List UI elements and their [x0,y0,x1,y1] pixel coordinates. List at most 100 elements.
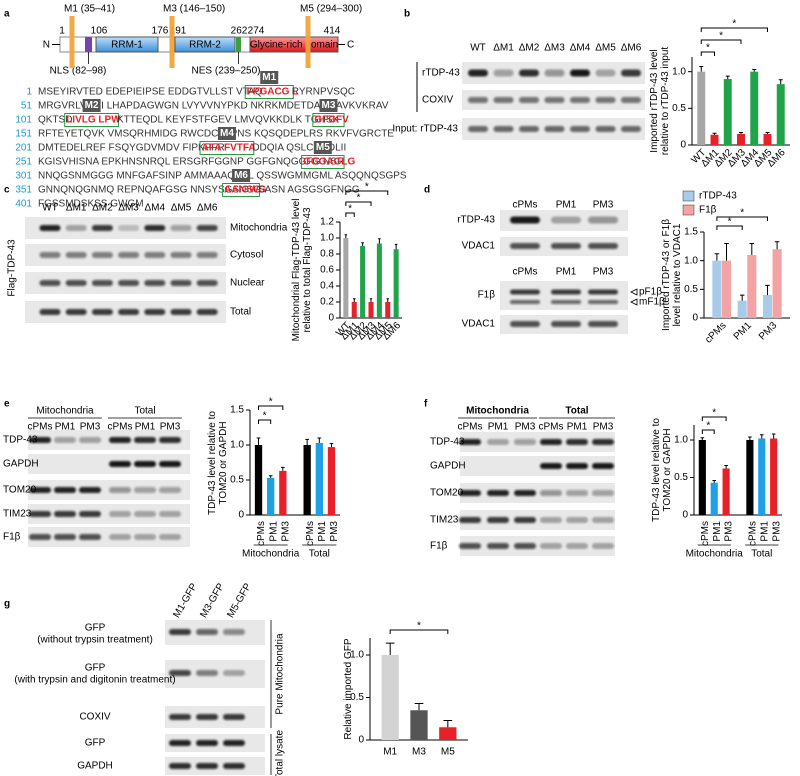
bar [770,438,778,515]
blot-band [621,126,641,132]
lane-label: cPMs [28,422,53,433]
band-arrow [630,298,638,306]
blot-band [487,490,509,496]
error-bar [712,132,717,135]
position-label: 191 [170,26,187,37]
x-tick-label: M1 [383,747,397,758]
blot-band [566,543,588,549]
error-bar [386,298,390,302]
position-label: 1 [59,26,65,37]
blot-band [54,487,76,493]
y-tick-label: 0 [682,510,688,521]
significance-bracket [389,629,449,634]
sequence-segment: MRGVRLVEGI LHAPDAGWGN LVYVVNYPKD NKRKMDE… [38,101,389,112]
sequence-segment: LIVLG LPW [66,115,121,126]
row-label: F1β [478,290,496,301]
motif-label: M1 [262,72,276,83]
sequence-number: 351 [15,185,32,196]
motif-box [222,183,260,197]
significance-label: * [728,217,732,228]
blot-band [29,487,51,493]
group-label: Total [751,549,772,560]
row-label: TOM20 [3,485,37,496]
blot-band [109,511,131,517]
error-bar [760,434,764,439]
lane-label: PM3 [593,267,614,278]
blot-background [460,536,615,556]
mutation-marker [169,16,175,68]
lane-label: PM3 [515,422,536,433]
blot-band [91,309,113,315]
blot-band [544,69,565,77]
row-label: Mitochondria [230,223,288,234]
row-label: TDP-43 [3,435,38,446]
blot-band [510,243,540,249]
blot-band [39,252,61,258]
significance-bracket [345,212,355,217]
blot-band [459,517,481,523]
y-axis-label: Mitochondrial Flag-TDP-43 level relative… [291,198,313,342]
bar [267,477,275,515]
band-label: pF1β [639,287,662,298]
domain [249,36,339,53]
blot-band [595,97,616,103]
x-tick-label: M3 [412,747,426,758]
panel-label: g [4,599,10,610]
sequence-segment: GFGFV [314,115,349,126]
blot-band [223,714,245,720]
x-tick-label: PM3 [329,521,340,542]
blot-band [551,289,581,295]
panel-label: f [424,399,428,410]
error-bar [378,238,381,244]
signal-label: NES (239–250) [192,66,261,77]
y-tick-label: 0.6 [320,265,334,276]
lane-label: ΔM6 [197,203,218,214]
motif-label: M5 [316,142,330,153]
sequence-number: 251 [15,157,32,168]
error-bar [361,242,364,246]
y-tick-label: 1.0 [230,440,244,451]
bar [697,71,706,145]
lane-label: PM3 [80,422,101,433]
bar [776,84,785,145]
blot-band [588,289,618,295]
blot-band [592,463,614,469]
blot-band [79,511,101,517]
blot-band [170,252,192,258]
error-bar [714,253,720,261]
x-tick-label: PM1 [317,521,328,542]
motif-tag [260,71,279,84]
significance-bracket [700,39,742,44]
lane-label: ΔM3 [118,203,139,214]
blot-band [223,670,245,676]
blot-band [544,97,565,103]
blot-band [144,309,166,315]
domain-label: RRM-1 [111,40,143,51]
blot-header: Mitochondria [466,406,529,417]
error-bar [352,298,356,302]
panel-label: b [404,9,410,20]
blot-band [39,309,61,315]
lane-label: PM1 [556,200,577,211]
y-tick-label: 1.2 [320,217,334,228]
row-label: rTDP-43 [457,215,495,226]
error-bar [712,480,716,483]
blot-band [551,321,581,327]
mutation-marker [69,16,75,68]
panel-label: a [4,9,10,20]
lane-label: cPMs [458,422,483,433]
blot-band [592,490,614,496]
position-label: 262 [231,26,248,37]
x-tick-label: PM3 [771,521,782,542]
position-label: 176 [152,26,169,37]
signal-box [236,37,241,52]
error-bar [739,294,745,301]
x-tick-label: cPMs [700,521,711,546]
blot-band [91,280,113,286]
row-label: (without trypsin treatment) [37,635,153,646]
y-tick-label: 0 [358,735,364,746]
row-label: GAPDH [3,459,39,470]
blot-background [460,432,615,452]
lane-label: ΔM5 [595,43,616,54]
sequence-segment: FPGACG L [247,87,299,98]
